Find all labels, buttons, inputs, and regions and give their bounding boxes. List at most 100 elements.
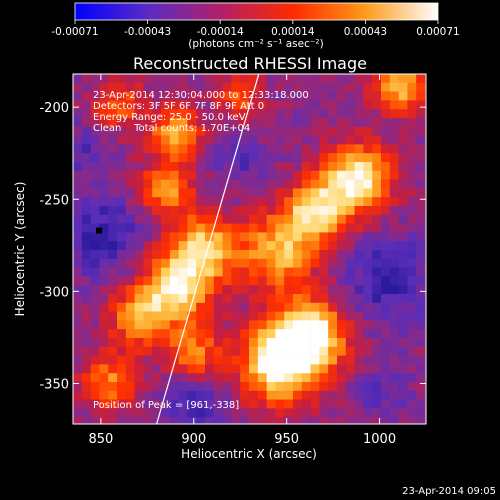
heatmap-cell: [337, 408, 347, 418]
heatmap-cell: [354, 118, 364, 128]
heatmap-cell: [398, 179, 408, 189]
heatmap-cell: [196, 390, 206, 400]
heatmap-cell: [416, 100, 426, 110]
heatmap-cell: [257, 399, 267, 409]
heatmap-cell: [284, 302, 294, 312]
heatmap-cell: [205, 162, 215, 172]
heatmap-cell: [275, 109, 285, 119]
heatmap-cell: [90, 241, 100, 251]
heatmap-cell: [345, 144, 355, 154]
heatmap-cell: [389, 179, 399, 189]
heatmap-cell: [398, 170, 408, 180]
heatmap-cell: [293, 276, 303, 286]
heatmap-cell: [416, 364, 426, 374]
heatmap-cell: [345, 214, 355, 224]
heatmap-cell: [319, 126, 329, 136]
heatmap-cell: [169, 329, 179, 339]
heatmap-cell: [161, 311, 171, 321]
heatmap-cell: [81, 250, 91, 260]
heatmap-cell: [319, 302, 329, 312]
heatmap-cell: [222, 417, 232, 424]
heatmap-cell: [301, 241, 311, 251]
heatmap-cell: [231, 294, 241, 304]
heatmap-cell: [389, 250, 399, 260]
heatmap-cell: [134, 346, 144, 356]
heatmap-cell: [337, 267, 347, 277]
y-tick-label: -250: [39, 193, 69, 208]
heatmap-cell: [398, 214, 408, 224]
heatmap-cell: [345, 126, 355, 136]
heatmap-cell: [125, 126, 135, 136]
heatmap-cell: [134, 399, 144, 409]
heatmap-cell: [73, 223, 83, 233]
heatmap-cell: [345, 346, 355, 356]
heatmap-cell: [328, 179, 338, 189]
heatmap-cell: [398, 153, 408, 163]
heatmap-cell: [389, 188, 399, 198]
heatmap-cell: [266, 118, 276, 128]
heatmap-cell: [81, 179, 91, 189]
heatmap-cell: [293, 82, 303, 92]
heatmap-cell: [108, 170, 118, 180]
heatmap-cell: [231, 109, 241, 119]
heatmap-cell: [178, 197, 188, 207]
heatmap-cell: [301, 109, 311, 119]
heatmap-cell: [257, 250, 267, 260]
heatmap-cell: [108, 258, 118, 268]
colorbar-units-label: (photons cm⁻² s⁻¹ asec⁻²): [188, 38, 323, 50]
heatmap-cell: [134, 390, 144, 400]
heatmap-cell: [240, 82, 250, 92]
heatmap-cell: [73, 346, 83, 356]
heatmap-cell: [134, 232, 144, 242]
heatmap-cell: [416, 170, 426, 180]
heatmap-cell: [372, 91, 382, 101]
heatmap-cell: [249, 373, 259, 383]
heatmap-cell: [231, 223, 241, 233]
heatmap-cell: [134, 408, 144, 418]
heatmap-cell: [81, 144, 91, 154]
heatmap-cell: [187, 179, 197, 189]
heatmap-cell: [319, 100, 329, 110]
heatmap-cell: [310, 417, 320, 424]
heatmap-cell: [328, 311, 338, 321]
colorbar-ticks: -0.00071 -0.00043 -0.00014 0.00014 0.00043 0.…: [51, 20, 460, 38]
heatmap-cell: [275, 276, 285, 286]
heatmap-cell: [398, 302, 408, 312]
heatmap-cell: [178, 188, 188, 198]
heatmap-cell: [249, 109, 259, 119]
heatmap-cell: [73, 364, 83, 374]
heatmap-cell: [161, 364, 171, 374]
heatmap-cell: [205, 258, 215, 268]
heatmap-cell: [117, 135, 127, 145]
heatmap-cell: [231, 338, 241, 348]
heatmap-cell: [310, 241, 320, 251]
heatmap-cell: [284, 232, 294, 242]
heatmap-cell: [205, 399, 215, 409]
heatmap-cell: [187, 258, 197, 268]
heatmap-cell: [319, 250, 329, 260]
heatmap-cell: [363, 206, 373, 216]
heatmap-cell: [117, 294, 127, 304]
heatmap-cell: [240, 276, 250, 286]
heatmap-cell: [196, 232, 206, 242]
heatmap-cell: [161, 135, 171, 145]
heatmap-cell: [205, 408, 215, 418]
heatmap-cell: [161, 206, 171, 216]
heatmap-cell: [363, 320, 373, 330]
heatmap-cell: [398, 206, 408, 216]
heatmap-cell: [293, 241, 303, 251]
heatmap-cell: [381, 417, 391, 424]
heatmap-cell: [117, 188, 127, 198]
heatmap-cell: [249, 399, 259, 409]
heatmap-cell: [73, 285, 83, 295]
heatmap-cell: [231, 214, 241, 224]
heatmap-cell: [249, 135, 259, 145]
heatmap-cell: [169, 162, 179, 172]
heatmap-cell: [196, 206, 206, 216]
heatmap-cell: [363, 179, 373, 189]
heatmap-cell: [134, 100, 144, 110]
heatmap-cell: [249, 338, 259, 348]
heatmap-cell: [363, 250, 373, 260]
heatmap-cell: [152, 285, 162, 295]
heatmap-cell: [381, 144, 391, 154]
